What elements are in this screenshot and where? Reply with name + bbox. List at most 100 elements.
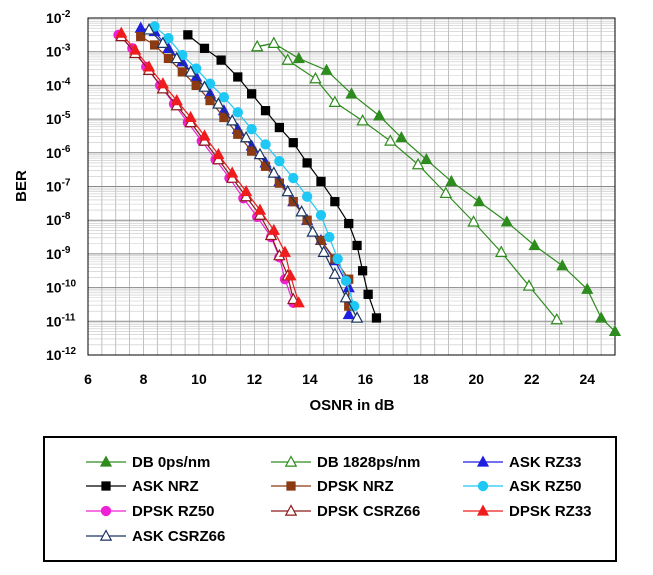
data-point xyxy=(316,235,326,246)
legend-marker xyxy=(284,504,298,516)
data-point xyxy=(233,72,243,82)
legend-entry: DPSK RZ33 xyxy=(463,503,592,520)
data-point xyxy=(136,31,146,42)
data-point xyxy=(170,94,183,106)
x-tick-label: 24 xyxy=(579,371,595,387)
y-tick-label: 10-5 xyxy=(46,110,71,127)
y-tick-label: 10-12 xyxy=(46,346,76,363)
data-point xyxy=(344,218,354,229)
data-point xyxy=(373,109,386,121)
data-point xyxy=(340,275,352,287)
data-point xyxy=(205,95,215,106)
data-point xyxy=(356,114,369,126)
data-point xyxy=(247,146,257,156)
data-point xyxy=(278,245,291,257)
y-tick-label: 10-2 xyxy=(46,9,71,26)
y-tick-label: 10-11 xyxy=(46,312,76,329)
data-point xyxy=(218,92,230,103)
legend-label: ASK RZ50 xyxy=(509,478,582,495)
data-point xyxy=(156,36,170,49)
x-tick-label: 18 xyxy=(413,371,429,387)
data-point xyxy=(315,209,327,221)
data-point xyxy=(156,77,169,89)
data-point xyxy=(267,223,280,235)
data-point xyxy=(184,65,197,77)
data-point xyxy=(253,147,267,160)
data-point xyxy=(274,156,285,167)
data-point xyxy=(250,39,264,52)
data-point xyxy=(199,43,210,53)
series-ask-rz50 xyxy=(149,21,360,312)
data-point xyxy=(306,225,319,237)
data-point xyxy=(142,23,156,35)
legend-label: DPSK NRZ xyxy=(317,478,394,495)
data-point xyxy=(528,238,541,251)
data-point xyxy=(317,245,330,257)
data-point xyxy=(115,26,128,38)
data-point xyxy=(288,138,298,148)
series-line xyxy=(187,34,378,319)
legend-entry: DPSK RZ50 xyxy=(86,503,215,520)
legend-marker xyxy=(476,455,490,467)
x-tick-label: 6 xyxy=(84,371,92,387)
data-point xyxy=(302,158,312,168)
data-point xyxy=(170,51,183,64)
legend-label: DPSK CSRZ66 xyxy=(317,503,420,520)
data-point xyxy=(239,130,253,143)
data-point xyxy=(212,97,225,109)
y-tick-label: 10-10 xyxy=(46,279,76,296)
data-point xyxy=(550,312,563,325)
legend-marker xyxy=(101,481,111,491)
data-point xyxy=(595,311,608,323)
data-point xyxy=(142,60,156,72)
legend-entry: DB 1828ps/nm xyxy=(271,454,420,471)
data-point xyxy=(320,63,333,75)
data-point xyxy=(281,53,294,65)
data-point xyxy=(288,172,299,184)
legend-marker xyxy=(99,455,113,467)
x-tick-label: 22 xyxy=(524,371,540,387)
data-point xyxy=(260,139,271,150)
x-tick-label: 20 xyxy=(469,371,485,387)
plot-border xyxy=(87,17,616,356)
legend-marker xyxy=(477,480,489,492)
legend-label: DPSK RZ33 xyxy=(509,503,592,520)
data-point xyxy=(233,129,243,139)
y-tick-label: 10-9 xyxy=(46,245,71,262)
y-tick-label: 10-8 xyxy=(46,211,71,228)
data-point xyxy=(352,240,362,251)
data-point xyxy=(232,107,243,118)
legend-entry: ASK RZ50 xyxy=(463,478,582,495)
data-point xyxy=(328,95,342,107)
data-point xyxy=(247,89,257,99)
legend-entry: ASK CSRZ66 xyxy=(86,528,225,545)
data-point xyxy=(328,267,342,279)
legend-label: ASK CSRZ66 xyxy=(132,528,225,545)
data-point xyxy=(342,308,355,320)
data-point xyxy=(260,106,271,116)
data-point xyxy=(274,178,285,188)
data-point xyxy=(581,282,594,294)
data-point xyxy=(225,114,239,126)
series-ask-csrz66 xyxy=(142,23,364,323)
y-axis-ticks: 10-2 10-3 10-4 10-5 10-6 10-7 10-8 10-9 10-10 10-… xyxy=(46,9,76,363)
x-tick-label: 12 xyxy=(247,371,263,387)
legend-label: ASK NRZ xyxy=(132,478,199,495)
x-tick-label: 8 xyxy=(140,371,148,387)
series-line xyxy=(257,42,616,332)
legend-marker xyxy=(100,505,112,517)
data-point xyxy=(216,55,226,65)
data-point xyxy=(292,296,305,308)
data-point xyxy=(163,53,174,64)
x-tick-label: 14 xyxy=(302,371,318,387)
data-point xyxy=(324,231,335,243)
legend-entry: DB 0ps/nm xyxy=(86,454,210,471)
data-point xyxy=(240,185,253,197)
x-tick-label: 10 xyxy=(191,371,207,387)
data-point xyxy=(473,195,486,207)
series-db-1828ps-nm xyxy=(250,36,563,325)
data-point xyxy=(287,292,300,305)
x-tick-label: 16 xyxy=(358,371,374,387)
data-point xyxy=(445,174,458,187)
data-point xyxy=(129,43,142,55)
